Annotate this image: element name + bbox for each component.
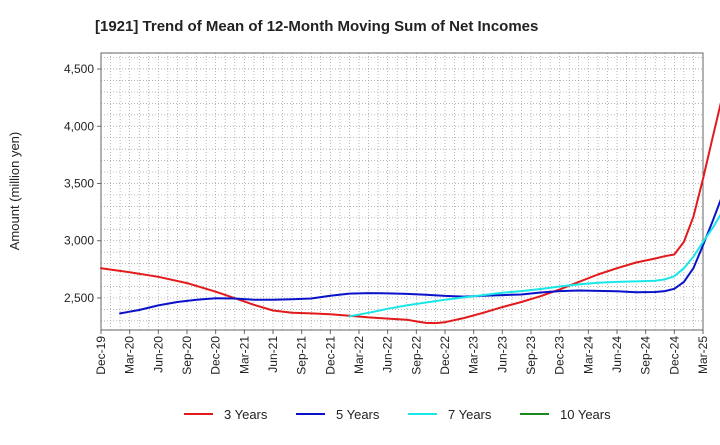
x-tick-label: Dec-23: [553, 336, 567, 375]
y-tick-label: 2,500: [64, 291, 94, 305]
x-tick-label: Dec-24: [667, 336, 681, 375]
x-tick-label: Mar-25: [696, 336, 710, 374]
x-tick-label: Jun-20: [151, 336, 165, 373]
legend-label: 7 Years: [448, 407, 492, 422]
x-tick-label: Dec-22: [438, 336, 452, 375]
y-tick-label: 4,000: [64, 119, 94, 133]
x-tick-label: Sep-23: [524, 336, 538, 375]
legend-label: 5 Years: [336, 407, 380, 422]
x-tick-label: Dec-19: [94, 336, 108, 375]
x-tick-label: Jun-23: [495, 336, 509, 373]
x-tick-label: Mar-24: [581, 336, 595, 374]
series-line: [100, 102, 720, 325]
y-tick-label: 4,500: [64, 62, 94, 76]
y-tick-label: 3,500: [64, 176, 94, 190]
x-tick-label: Jun-24: [610, 336, 624, 373]
x-tick-label: Dec-21: [323, 336, 337, 375]
y-tick-label: 3,000: [64, 234, 94, 248]
series-line: [348, 213, 720, 318]
legend-label: 3 Years: [224, 407, 268, 422]
series-line: [119, 198, 720, 315]
plot-area: 2,500 3,000 3,500 4,000 4,500 Dec-19 Mar-20 Jun…: [64, 52, 720, 375]
legend: 3 Years 5 Years 7 Years 10 Years: [184, 407, 611, 422]
chart-title: [1921] Trend of Mean of 12-Month Moving …: [95, 18, 538, 35]
x-tick-label: Sep-24: [639, 336, 653, 375]
x-tick-label: Mar-21: [237, 336, 251, 374]
legend-label: 10 Years: [560, 407, 611, 422]
x-tick-label: Mar-20: [123, 336, 137, 374]
x-tick-label: Jun-22: [381, 336, 395, 373]
x-tick-label: Sep-22: [409, 336, 423, 375]
plot-frame: [100, 52, 704, 331]
x-tick-label: Mar-22: [352, 336, 366, 374]
x-tick-label: Jun-21: [266, 336, 280, 373]
y-axis-label: Amount (million yen): [7, 132, 22, 251]
x-tick-label: Sep-21: [295, 336, 309, 375]
x-tick-label: Mar-23: [467, 336, 481, 374]
x-tick-label: Dec-20: [209, 336, 223, 375]
x-tick-label: Sep-20: [180, 336, 194, 375]
